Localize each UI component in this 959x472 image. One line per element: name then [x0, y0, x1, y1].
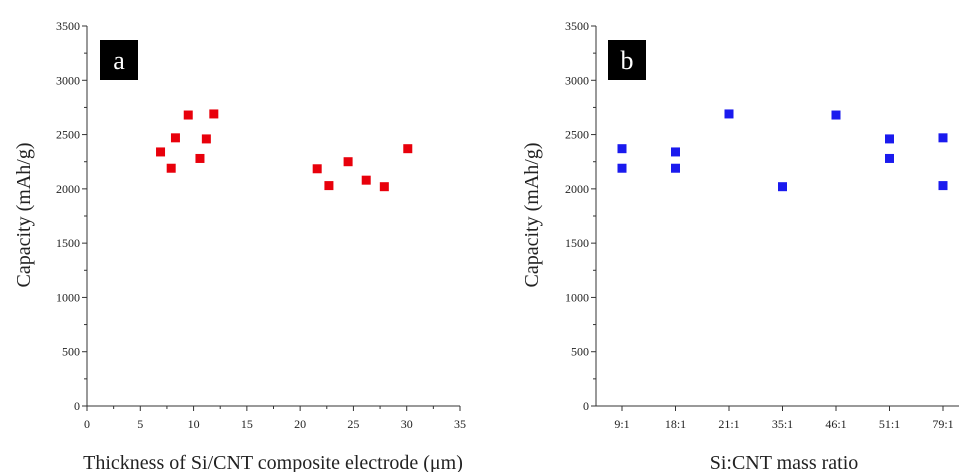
a-y-tick-label: 2500	[56, 128, 80, 142]
b-x-tick-label: 18:1	[665, 417, 686, 431]
panel-b-label: b	[621, 46, 634, 75]
panel-b-label-box	[608, 40, 646, 80]
panel-b-y-ticks: 0 500 1000 1500 2000 2500 3000 3500	[565, 19, 596, 413]
panel-a-label: a	[113, 46, 125, 75]
a-y-tick-label: 2000	[56, 182, 80, 196]
panel-b-y-axis-title: Capacity (mAh/g)	[521, 143, 543, 288]
b-y-tick-label: 0	[583, 399, 589, 413]
a-y-tick-label: 3000	[56, 73, 80, 87]
data-point	[724, 109, 734, 119]
panel-a-y-axis-title: Capacity (mAh/g)	[13, 143, 35, 288]
panel-a-y-ticks: 0 500 1000 1500 2000 2500 3000 3500	[56, 19, 87, 413]
b-y-tick-label: 1500	[565, 236, 589, 250]
data-point	[938, 133, 948, 143]
a-x-tick-label: 20	[294, 417, 306, 431]
a-y-tick-label: 1000	[56, 290, 80, 304]
b-y-tick-label: 2000	[565, 182, 589, 196]
data-point	[938, 181, 948, 191]
a-x-tick-label: 10	[188, 417, 200, 431]
panel-a-x-ticks: 0 5 10 15 20 25 30 35	[84, 406, 466, 431]
data-point	[343, 157, 353, 167]
data-point	[885, 153, 894, 163]
data-point	[312, 164, 322, 174]
data-point	[379, 182, 389, 192]
panel-b-data-points	[617, 109, 948, 192]
data-point	[671, 163, 680, 173]
data-point	[195, 153, 205, 163]
a-y-tick-label: 500	[62, 345, 80, 359]
data-point	[201, 134, 211, 144]
data-point	[403, 144, 413, 154]
a-y-tick-label: 0	[74, 399, 80, 413]
data-point	[361, 175, 371, 185]
panel-a-data-points	[156, 109, 413, 192]
a-y-tick-label: 3500	[56, 19, 80, 33]
data-point	[170, 133, 180, 143]
data-point	[156, 147, 166, 157]
b-y-tick-label: 3500	[565, 19, 589, 33]
data-point	[671, 147, 680, 157]
a-x-tick-label: 0	[84, 417, 90, 431]
panel-b-x-axis-title: Si:CNT mass ratio	[710, 452, 859, 472]
data-point	[209, 109, 219, 119]
data-point	[617, 163, 627, 173]
panel-b-scatter-chart: 0 500 1000 1500 2000 2500 3000 3500 9:1 18:1 21:1…	[521, 19, 959, 472]
b-x-tick-label: 35:1	[772, 417, 793, 431]
a-x-tick-label: 30	[401, 417, 413, 431]
a-x-tick-label: 15	[241, 417, 253, 431]
b-x-tick-label: 51:1	[879, 417, 900, 431]
panel-a-scatter-chart: 0 500 1000 1500 2000 2500 3000 3500 0 5 10 15 20 25 3…	[13, 19, 466, 472]
data-point	[778, 182, 787, 192]
panel-a-label-box	[100, 40, 138, 80]
b-x-tick-label: 9:1	[614, 417, 629, 431]
data-point	[183, 110, 193, 120]
a-x-tick-label: 35	[454, 417, 466, 431]
a-x-tick-label: 25	[347, 417, 359, 431]
b-x-tick-label: 79:1	[932, 417, 953, 431]
data-point	[166, 163, 176, 173]
a-x-tick-label: 5	[137, 417, 143, 431]
b-y-tick-label: 2500	[565, 128, 589, 142]
b-y-tick-label: 1000	[565, 290, 589, 304]
data-point	[324, 181, 334, 191]
b-y-tick-label: 3000	[565, 73, 589, 87]
b-x-tick-label: 21:1	[718, 417, 739, 431]
data-point	[831, 110, 841, 120]
data-point	[617, 144, 627, 154]
b-y-tick-label: 500	[571, 345, 589, 359]
panel-a-x-axis-title: Thickness of Si/CNT composite electrode …	[83, 452, 463, 472]
b-x-tick-label: 46:1	[825, 417, 846, 431]
panel-b-x-ticks: 9:1 18:1 21:1 35:1 46:1 51:1 79:1	[614, 406, 954, 431]
data-point	[885, 134, 894, 144]
a-y-tick-label: 1500	[56, 236, 80, 250]
